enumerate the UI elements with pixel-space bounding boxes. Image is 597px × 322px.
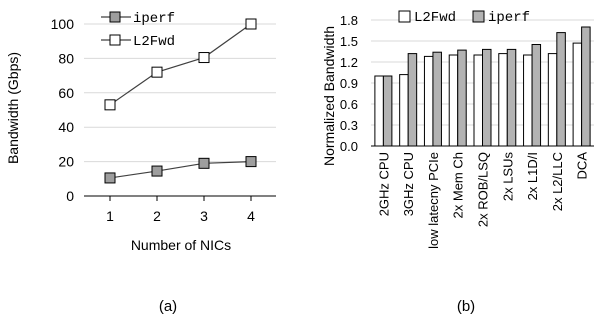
bar-iperf — [482, 48, 492, 147]
legend-label-l2fwd: L2Fwd — [414, 10, 456, 26]
bar-l2fwd — [547, 53, 558, 147]
series-line-iperf — [109, 161, 252, 179]
data-point-l2fwd — [198, 52, 210, 64]
legend-swatch-l2fwd — [398, 10, 411, 23]
legend-swatch-iperf — [472, 10, 485, 23]
bar-l2fwd — [423, 55, 434, 147]
y-tick-label-b: 1.8 — [340, 13, 358, 28]
bar-iperf — [581, 26, 591, 147]
chart-a: 0 20 40 60 80 100 1 2 3 4 iperf L2Fwd Bandwidth (… — [5, 11, 276, 315]
data-point-iperf — [151, 165, 163, 177]
data-point-iperf — [198, 157, 210, 169]
bar-iperf — [432, 51, 442, 147]
bar-l2fwd — [399, 74, 409, 147]
x-tick-label-b: 2x Mem Ch — [451, 152, 466, 218]
caption-a: (a) — [159, 298, 177, 315]
legend-marker-l2fwd — [109, 34, 121, 46]
x-tick-label-b: 2x LSUs — [500, 152, 515, 202]
y-axis-label-b: Normalized Bandwidth — [321, 26, 337, 166]
x-tick-labels-a: 1 2 3 4 — [106, 208, 255, 224]
y-tick-label-a: 40 — [58, 119, 74, 135]
bar-l2fwd — [572, 42, 583, 147]
x-tick-label-a: 3 — [200, 208, 208, 224]
legend-b: L2Fwd iperf — [398, 10, 530, 26]
x-tick-label-b: 2x L2/LLC — [550, 152, 565, 211]
y-tick-label-a: 60 — [58, 85, 74, 101]
y-tick-label-b: 0.9 — [340, 76, 358, 91]
data-point-l2fwd — [245, 18, 257, 30]
data-point-iperf — [104, 172, 116, 184]
chart-b: 0.0 0.3 0.6 0.9 1.2 1.5 1.8 2GHz CPU 3GHz CPU lo… — [321, 10, 594, 315]
bar-l2fwd — [498, 53, 508, 147]
y-axis-label-a: Bandwidth (Gbps) — [5, 52, 21, 164]
data-point-iperf — [245, 156, 257, 168]
bar-iperf — [531, 44, 542, 147]
y-tick-label-b: 0.3 — [340, 118, 358, 133]
x-tick-labels-b: 2GHz CPU 3GHz CPU low latecny PCIe 2x Mem C… — [376, 152, 589, 249]
bar-l2fwd — [473, 54, 483, 147]
y-tick-label-a: 0 — [66, 188, 74, 204]
legend-label-iperf: iperf — [488, 10, 530, 26]
bar-iperf — [407, 53, 418, 147]
data-point-l2fwd — [151, 66, 163, 78]
x-tick-label-b: 2x ROB/LSQ — [476, 152, 491, 227]
x-tick-label-b: low latecny PCIe — [426, 152, 441, 249]
y-tick-label-b: 0.0 — [340, 139, 358, 154]
x-tick-label-b: 2x L1D/I — [525, 152, 540, 200]
series-line-l2fwd — [109, 23, 252, 106]
bars-b — [374, 26, 591, 147]
x-tick-label-b: 2GHz CPU — [376, 152, 391, 216]
caption-b: (b) — [457, 298, 475, 315]
legend-a: iperf L2Fwd — [101, 11, 175, 50]
bar-l2fwd — [523, 54, 533, 147]
y-tick-labels-b: 0.0 0.3 0.6 0.9 1.2 1.5 1.8 — [340, 13, 358, 154]
bar-iperf — [382, 75, 393, 147]
bar-iperf — [506, 48, 517, 147]
data-point-l2fwd — [104, 99, 116, 111]
x-tick-label-b: DCA — [575, 152, 590, 180]
legend-marker-iperf — [109, 11, 121, 23]
axes-a — [84, 195, 276, 201]
x-axis-label-a: Number of NICs — [131, 237, 231, 253]
bar-iperf — [556, 32, 566, 147]
x-tick-label-b: 3GHz CPU — [401, 152, 416, 216]
y-tick-label-b: 1.5 — [340, 34, 358, 49]
series-a — [104, 18, 257, 184]
x-tick-label-a: 4 — [247, 208, 255, 224]
y-tick-label-b: 0.6 — [340, 97, 358, 112]
legend-label-l2fwd: L2Fwd — [133, 34, 175, 50]
y-tick-label-a: 20 — [58, 154, 74, 170]
y-tick-label-a: 100 — [51, 16, 75, 32]
y-tick-label-a: 80 — [58, 50, 74, 66]
legend-label-iperf: iperf — [133, 11, 175, 27]
x-tick-label-a: 2 — [153, 208, 161, 224]
bar-l2fwd — [374, 75, 384, 147]
y-tick-label-b: 1.2 — [340, 55, 358, 70]
bar-iperf — [457, 49, 467, 147]
x-tick-label-a: 1 — [106, 208, 114, 224]
y-tick-labels-a: 0 20 40 60 80 100 — [51, 16, 75, 204]
bar-l2fwd — [448, 54, 459, 147]
